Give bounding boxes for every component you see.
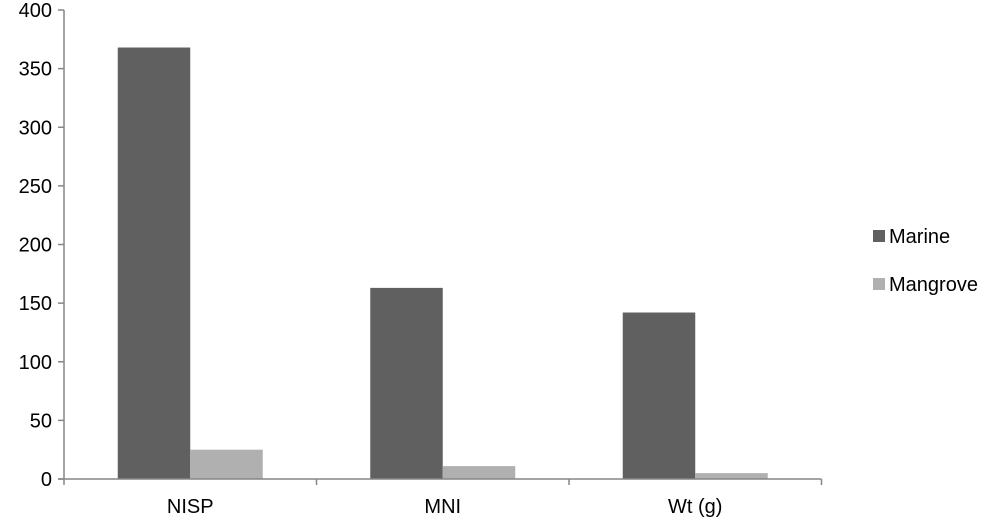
bar-marine-1 [370, 287, 443, 479]
x-tick-label: Wt (g) [668, 496, 722, 518]
y-tick-label: 150 [19, 293, 52, 315]
y-tick-label: 0 [41, 469, 52, 491]
y-tick-label: 350 [19, 59, 52, 81]
y-tick-label: 300 [19, 117, 52, 139]
bars [117, 47, 768, 480]
y-tick-label: 200 [19, 235, 52, 257]
bar-mangrove-0 [190, 449, 263, 479]
y-tick-label: 400 [19, 0, 52, 22]
bar-marine-0 [117, 47, 191, 480]
bar-marine-2 [622, 312, 696, 479]
legend-swatch-mangrove [873, 278, 885, 290]
legend: Marine Mangrove [873, 226, 978, 296]
legend-label-marine: Marine [889, 226, 950, 248]
y-tick-label: 50 [30, 410, 52, 432]
x-tick-label: NISP [167, 496, 214, 518]
legend-swatch-marine [873, 230, 885, 242]
y-tick-label: 100 [19, 352, 52, 374]
y-tick-label: 250 [19, 176, 52, 198]
bar-mangrove-2 [695, 473, 768, 479]
axes: 0 50 100 150 200 250 300 350 400 NISP MNI Wt (g) [19, 0, 823, 518]
bar-mangrove-1 [442, 466, 516, 479]
legend-label-mangrove: Mangrove [889, 274, 978, 296]
x-tick-label: MNI [424, 496, 461, 518]
